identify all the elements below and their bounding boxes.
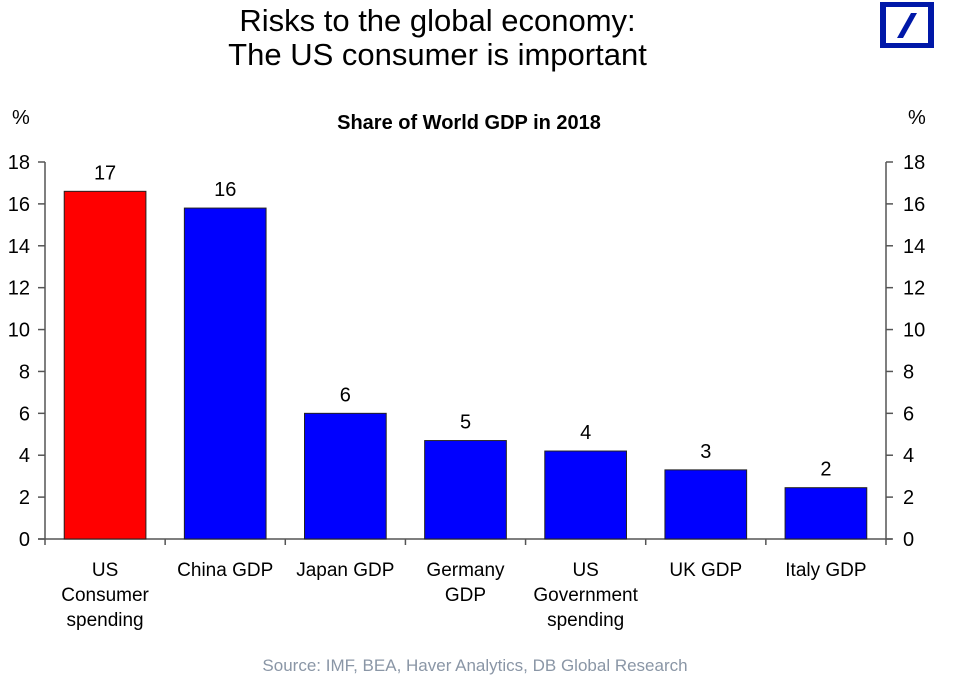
right-y-tick-label: 14 bbox=[903, 236, 925, 258]
left-y-tick-label: 16 bbox=[8, 194, 30, 216]
x-category-label: Government bbox=[533, 585, 638, 606]
x-category-label: spending bbox=[67, 610, 144, 631]
left-y-tick-label: 0 bbox=[19, 529, 30, 551]
source-note: Source: IMF, BEA, Haver Analytics, DB Gl… bbox=[262, 656, 688, 675]
bar bbox=[304, 412, 387, 540]
left-y-tick-label: 12 bbox=[8, 278, 30, 300]
chart-title: Share of World GDP in 2018 bbox=[337, 112, 601, 134]
data-label: 3 bbox=[700, 441, 711, 463]
x-category-label: Japan GDP bbox=[296, 560, 394, 581]
right-y-tick-label: 6 bbox=[903, 403, 914, 425]
data-label: 16 bbox=[214, 179, 236, 201]
right-y-tick-label: 12 bbox=[903, 278, 925, 300]
x-category-label: UK GDP bbox=[669, 560, 742, 581]
bar bbox=[183, 207, 267, 540]
right-y-tick-label: 0 bbox=[903, 529, 914, 551]
bar bbox=[424, 440, 507, 540]
deutsche-bank-logo-icon bbox=[880, 2, 934, 48]
data-label: 5 bbox=[460, 412, 471, 434]
x-category-label: Consumer bbox=[61, 585, 149, 606]
bar bbox=[544, 450, 627, 540]
bar bbox=[63, 190, 147, 540]
right-y-tick-label: 4 bbox=[903, 445, 914, 467]
left-y-tick-label: 10 bbox=[8, 320, 30, 342]
right-axis-unit: % bbox=[908, 107, 926, 129]
left-axis-unit: % bbox=[12, 107, 30, 129]
right-y-tick-label: 10 bbox=[903, 320, 925, 342]
left-y-tick-label: 2 bbox=[19, 487, 30, 509]
left-y-tick-label: 4 bbox=[19, 445, 30, 467]
main-title: Risks to the global economy: The US cons… bbox=[0, 4, 875, 72]
right-y-tick-label: 18 bbox=[903, 152, 925, 174]
left-y-tick-label: 18 bbox=[8, 152, 30, 174]
data-label: 2 bbox=[820, 459, 831, 481]
right-y-tick-label: 16 bbox=[903, 194, 925, 216]
x-category-label: US bbox=[92, 560, 118, 581]
bar bbox=[784, 487, 868, 540]
x-category-label: China GDP bbox=[177, 560, 273, 581]
title-line-2: The US consumer is important bbox=[228, 37, 647, 72]
title-line-1: Risks to the global economy: bbox=[239, 3, 636, 38]
x-category-label: Italy GDP bbox=[785, 560, 866, 581]
right-y-tick-label: 8 bbox=[903, 361, 914, 383]
x-category-label: spending bbox=[547, 610, 624, 631]
left-y-tick-label: 6 bbox=[19, 403, 30, 425]
right-y-tick-label: 2 bbox=[903, 487, 914, 509]
x-category-label: Germany bbox=[426, 560, 505, 581]
data-label: 4 bbox=[580, 422, 591, 444]
data-label: 17 bbox=[94, 162, 116, 184]
x-category-label: US bbox=[572, 560, 598, 581]
left-y-tick-label: 14 bbox=[8, 236, 30, 258]
left-y-tick-label: 8 bbox=[19, 361, 30, 383]
bar bbox=[664, 469, 748, 540]
x-category-label: GDP bbox=[445, 585, 486, 606]
data-label: 6 bbox=[340, 384, 351, 406]
